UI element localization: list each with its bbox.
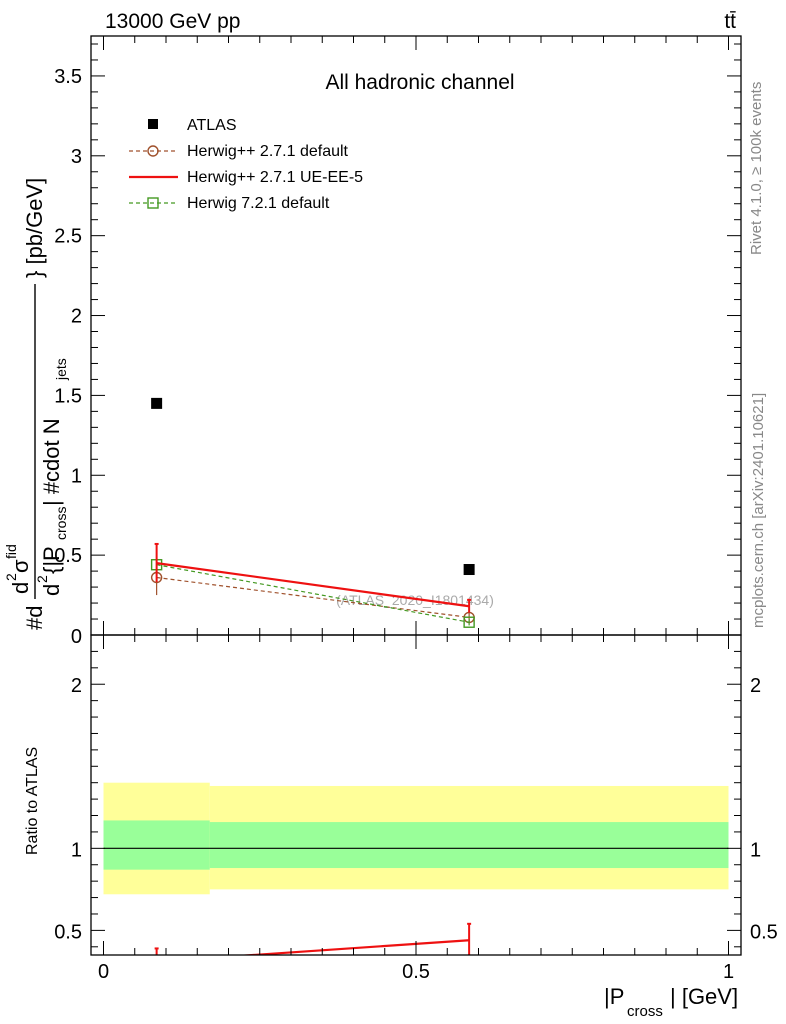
ratio-xlabel-sub: cross [627,1003,663,1020]
main-bottom-tick-label: 0 [71,626,82,648]
ratio-ytick-label-right: 2 [750,675,761,697]
main-ylabel-units: } [pb/GeV] [22,178,47,278]
ratio-xtick-label: 1 [723,961,734,983]
series-line-herwig-2-7-1-ue-ee-5 [156,562,470,608]
ratio-xlabel-post: | [GeV] [670,984,738,1009]
main-ytick-label: 3.5 [54,66,82,88]
header-process: tt̄ [724,10,736,33]
rivet-version-label: Rivet 4.1.0, ≥ 100k events [748,82,765,255]
main-ylabel-den-p-sub: cross [53,507,69,540]
ratio-xtick-labels: 0 0.5 1 [98,961,734,983]
main-ylabel-den-sup: 2 [34,575,50,583]
main-ytick-label: 2 [71,306,82,328]
main-ylabel-sigma-sup: fid [3,544,19,559]
legend-label-herwigpp-ueee5: Herwig++ 2.7.1 UE-EE-5 [187,169,363,186]
main-ytick-label: 3 [71,146,82,168]
main-ytick-label: 1 [71,465,82,487]
main-plot-area [150,397,475,628]
ratio-xtick-label: 0 [98,961,109,983]
main-ylabel-num-sup: 2 [3,573,19,581]
legend-entry-atlas: ATLAS [148,117,237,134]
ratio-frame [90,634,742,956]
header-energy: 13000 GeV pp [105,10,240,33]
legend-entry-herwig7-default: Herwig 7.2.1 default [129,195,330,212]
ratio-series-herwig-2-7-1-ue-ee-5-atlas [154,922,472,955]
main-panel: 0.511.522.533.5 0 All hadronic channel (… [3,35,742,648]
legend-label-herwigpp-default: Herwig++ 2.7.1 default [187,143,349,160]
main-ylabel-den-p: {|P [39,546,64,574]
data-point [463,564,475,576]
series-line-herwig-2-7-1-default [156,576,470,619]
ratio-xlabel: |P cross | [GeV] [604,984,738,1020]
series-line-herwig-7-2-1-default [156,564,470,623]
ratio-ytick-label-right: 0.5 [750,921,778,943]
ratio-plot-area [103,782,729,955]
ratio-line [236,939,470,955]
ratio-ytick-label-left: 2 [71,675,82,697]
main-ylabel-den-d: d [39,584,64,596]
ratio-ytick-labels: 0.5 0.5 1 1 2 2 [54,675,778,943]
main-ylabel-sigma: σ [8,559,33,573]
mcplots-label: mcplots.cern.ch [arXiv:2401.10621] [750,393,767,628]
data-point [151,397,163,409]
series-herwig-7-2-1-default [150,547,475,628]
ratio-xtick-label: 0.5 [402,961,430,983]
main-title: All hadronic channel [325,71,514,94]
ratio-panel: 0.5 0.51 12 2 0 0.5 1 Ratio to ATLAS |P cross… [24,634,778,1020]
main-ylabel-den-jets-sub: jets [53,358,69,381]
legend-marker-herwigpp-default [147,145,159,157]
main-ylabel-d: #d [22,606,47,630]
legend: ATLAS Herwig++ 2.7.1 default Herwig++ 2.… [129,117,363,212]
band-stat-uncertainty [103,820,210,870]
legend-marker-atlas [148,119,158,129]
ratio-ticks [91,634,741,955]
main-ytick-labels: 0.5 1 1.5 2 2.5 3 3.5 [54,66,82,567]
main-ylabel: #d d 2 σ fid d 2 {|P cross | #cdot N jet… [3,178,69,630]
ratio-ytick-label-right: 1 [750,839,761,861]
main-ylabel-den-cdot: | #cdot N [39,418,64,506]
ratio-ytick-label-left: 0.5 [54,921,82,943]
legend-entry-herwigpp-ueee5: Herwig++ 2.7.1 UE-EE-5 [129,169,363,186]
ratio-ytick-label-left: 1 [71,839,82,861]
main-ticks [91,36,741,635]
legend-marker-herwig7-default [147,197,159,209]
legend-label-herwig7-default: Herwig 7.2.1 default [187,195,330,212]
main-ytick-label: 1.5 [54,385,82,407]
band-stat-uncertainty [209,822,729,869]
main-ytick-label: 0.5 [54,545,82,567]
ratio-ylabel: Ratio to ATLAS [24,747,41,855]
series-herwig-2-7-1-ue-ee-5 [154,542,472,613]
legend-label-atlas: ATLAS [187,117,237,134]
legend-entry-herwigpp-default: Herwig++ 2.7.1 default [129,143,349,160]
main-ytick-label: 2.5 [54,226,82,248]
main-ylabel-num-d: d [8,582,33,594]
series-atlas [151,397,475,576]
data-point [463,616,475,628]
ratio-xlabel-pre: |P [604,984,624,1009]
